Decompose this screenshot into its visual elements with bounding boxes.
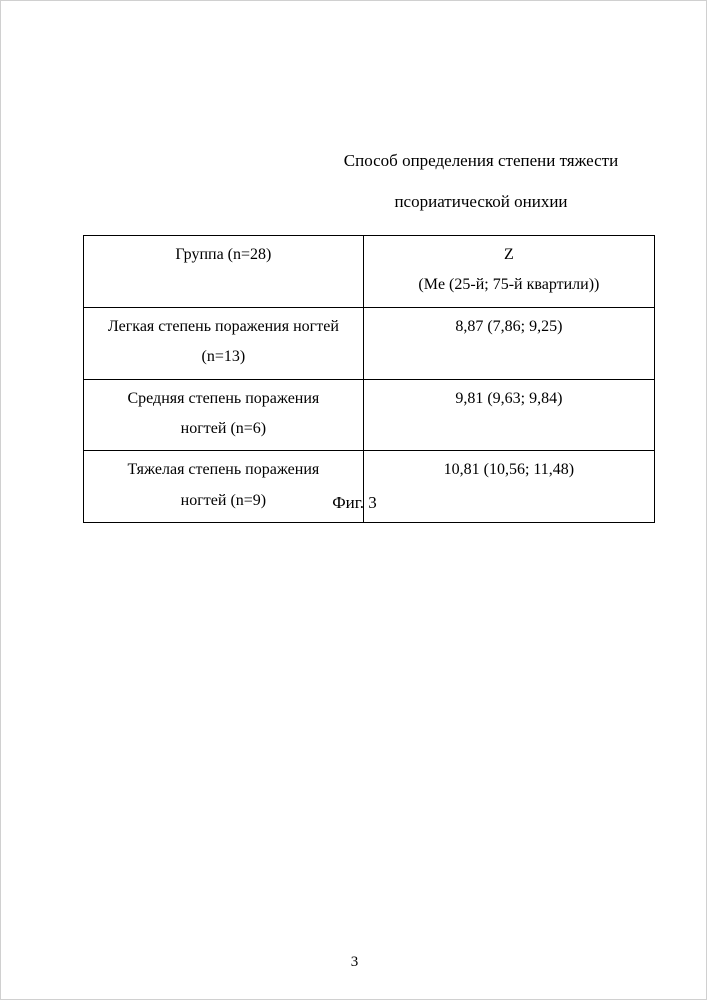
group-label-line1: Средняя степень поражения xyxy=(127,390,319,407)
page-frame: Способ определения степени тяжести псори… xyxy=(0,0,707,1000)
title-line-2: псориатической онихии xyxy=(394,192,567,211)
header-z-label: Z xyxy=(504,246,514,263)
table-header-row: Группа (n=28) Z (Me (25-й; 75-й квартили… xyxy=(84,236,655,308)
title-line-1: Способ определения степени тяжести xyxy=(344,151,618,170)
severity-table: Группа (n=28) Z (Me (25-й; 75-й квартили… xyxy=(83,235,655,523)
value-text: 10,81 (10,56; 11,48) xyxy=(444,461,575,478)
header-group-text: Группа (n=28) xyxy=(175,246,271,263)
page-number: 3 xyxy=(1,954,707,971)
value-text: 9,81 (9,63; 9,84) xyxy=(455,390,562,407)
value-text: 8,87 (7,86; 9,25) xyxy=(455,318,562,335)
table-row: Легкая степень поражения ногтей (n=13) 8… xyxy=(84,307,655,379)
group-label-line2: (n=13) xyxy=(202,348,246,365)
header-group: Группа (n=28) xyxy=(84,236,364,308)
group-label-line2: ногтей (n=6) xyxy=(181,420,266,437)
figure-caption: Фиг. 3 xyxy=(1,493,707,513)
table-row: Средняя степень поражения ногтей (n=6) 9… xyxy=(84,379,655,451)
cell-value: 8,87 (7,86; 9,25) xyxy=(363,307,654,379)
cell-group: Легкая степень поражения ногтей (n=13) xyxy=(84,307,364,379)
document-title: Способ определения степени тяжести псори… xyxy=(301,141,661,223)
cell-value: 9,81 (9,63; 9,84) xyxy=(363,379,654,451)
group-label-line1: Тяжелая степень поражения xyxy=(128,461,320,478)
group-label-line1: Легкая степень поражения ногтей xyxy=(108,318,339,335)
cell-group: Средняя степень поражения ногтей (n=6) xyxy=(84,379,364,451)
header-z: Z (Me (25-й; 75-й квартили)) xyxy=(363,236,654,308)
header-z-sub: (Me (25-й; 75-й квартили)) xyxy=(418,276,599,293)
